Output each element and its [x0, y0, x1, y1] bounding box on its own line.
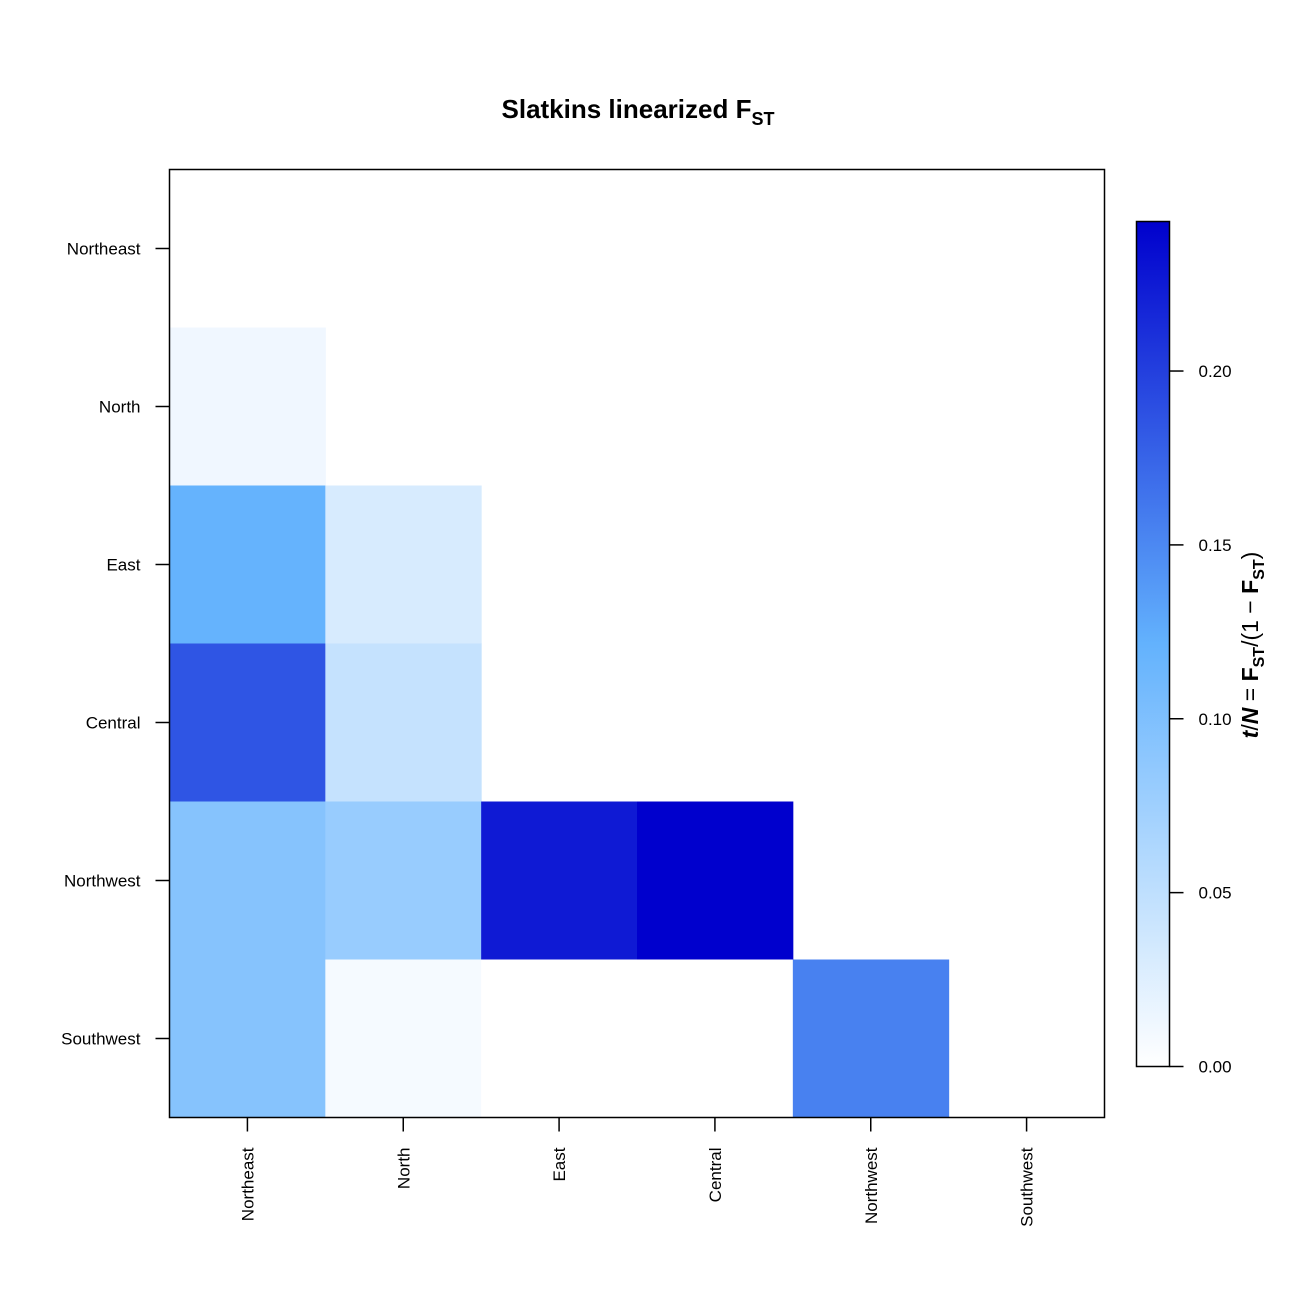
- colorbar-tick-label: 0.05: [1199, 884, 1232, 903]
- x-tick-label: Northeast: [238, 1147, 257, 1221]
- colorbar-tick-label: 0.15: [1199, 536, 1232, 555]
- colorbar: [1135, 220, 1171, 1068]
- colorbar-ticks: 0.00 0.05 0.10 0.15 0.20: [1169, 362, 1232, 1077]
- heatmap-cells: [169, 327, 950, 1118]
- colorbar-tick-label: 0.00: [1199, 1058, 1232, 1077]
- heatmap-cell: [792, 959, 950, 1118]
- colorbar-tick-label: 0.10: [1199, 710, 1232, 729]
- x-tick-label: Northwest: [862, 1147, 881, 1224]
- chart-title: Slatkins linearized FST: [502, 94, 775, 129]
- heatmap-cell: [637, 801, 794, 960]
- y-tick-label: Southwest: [61, 1030, 141, 1049]
- heatmap-cell: [169, 485, 326, 644]
- y-tick-label: East: [106, 556, 140, 575]
- heatmap-cell: [325, 959, 482, 1118]
- heatmap-cell: [169, 327, 326, 486]
- y-tick-label: Northwest: [64, 872, 141, 891]
- y-tick-label: North: [99, 398, 141, 417]
- colorbar-title: t/N = FST/(1 − FST): [1237, 552, 1268, 739]
- heatmap-cell: [481, 801, 638, 960]
- heatmap-cell: [637, 959, 794, 1118]
- heatmap-cell: [169, 801, 326, 960]
- colorbar-tick-label: 0.20: [1199, 362, 1232, 381]
- y-tick-label: Central: [86, 714, 141, 733]
- y-tick-label: Northeast: [67, 240, 141, 259]
- colorbar-scale: [1135, 220, 1171, 1068]
- heatmap-cell: [325, 485, 482, 644]
- y-axis: Northeast North East Central Northwest Southw…: [61, 240, 170, 1049]
- heatmap-cell: [325, 643, 482, 802]
- heatmap-cell: [169, 643, 326, 802]
- heatmap-cell: [169, 959, 326, 1118]
- x-tick-label: North: [394, 1148, 413, 1190]
- x-tick-label: Southwest: [1018, 1147, 1037, 1227]
- heatmap-cell: [325, 801, 482, 960]
- x-tick-label: East: [550, 1147, 569, 1181]
- x-tick-label: Central: [706, 1148, 725, 1203]
- plot-frame: [168, 168, 1106, 1119]
- heatmap-cell: [481, 959, 638, 1118]
- x-axis: Northeast North East Central Northwest Southw…: [238, 1117, 1037, 1227]
